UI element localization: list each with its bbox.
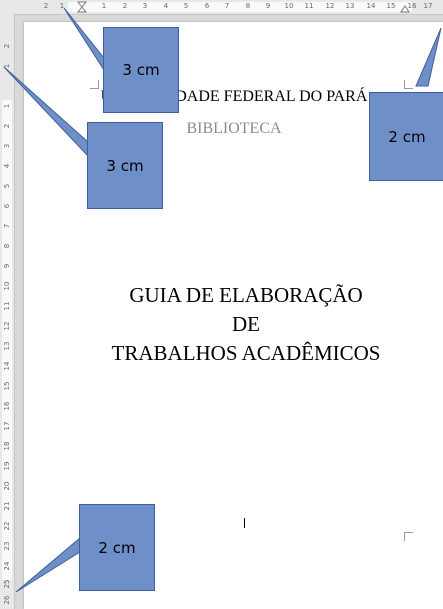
ruler-label: 11 <box>3 301 11 311</box>
ruler-label: 1 <box>3 63 11 69</box>
ruler-label: 5 <box>3 183 11 189</box>
ruler-label: 19 <box>3 461 11 471</box>
ruler-label: 2 <box>43 2 49 10</box>
ruler-label: 13 <box>345 2 355 10</box>
ruler-label: 1 <box>101 2 107 10</box>
ruler-label: 14 <box>3 361 11 371</box>
ruler-label: 2 <box>122 2 128 10</box>
top-margin-callout: 3 cm <box>103 27 179 113</box>
library-heading: BIBLIOTECA <box>186 120 282 137</box>
ruler-label: 4 <box>3 163 11 169</box>
ruler-label: 26 <box>3 595 11 605</box>
bottom-margin-callout: 2 cm <box>79 504 155 591</box>
ruler-label: 15 <box>3 381 11 391</box>
horizontal-ruler[interactable]: 2 1 1 2 3 4 5 6 7 8 9 10 11 12 13 14 15 … <box>0 0 443 15</box>
ruler-label: 18 <box>3 441 11 451</box>
ruler-label: 23 <box>3 541 11 551</box>
ruler-label: 13 <box>3 341 11 351</box>
ruler-label: 10 <box>3 281 11 291</box>
ruler-label: 6 <box>3 203 11 209</box>
margin-corner-mark <box>404 532 413 541</box>
ruler-label: 17 <box>423 2 433 10</box>
ruler-label: 22 <box>3 521 11 531</box>
ruler-label: 1 <box>3 103 11 109</box>
ruler-label: 24 <box>3 561 11 571</box>
margin-corner-mark <box>404 80 413 89</box>
ruler-label: 12 <box>3 321 11 331</box>
ruler-label: 12 <box>325 2 335 10</box>
ruler-label: 20 <box>3 481 11 491</box>
ruler-label: 6 <box>204 2 210 10</box>
ruler-label: 7 <box>3 223 11 229</box>
ruler-label: 14 <box>366 2 376 10</box>
title-line: DE <box>232 312 260 336</box>
right-margin-callout: 2 cm <box>369 92 443 181</box>
ruler-label: 17 <box>3 421 11 431</box>
ruler-active-area <box>2 100 12 580</box>
ruler-label: 21 <box>3 501 11 511</box>
ruler-label: 5 <box>183 2 189 10</box>
title-line: TRABALHOS ACADÊMICOS <box>111 341 381 365</box>
ruler-label: 16 <box>407 2 417 10</box>
ruler-label: 9 <box>3 263 11 269</box>
ruler-label: 2 <box>3 43 11 49</box>
margin-corner-mark <box>90 80 99 89</box>
text-cursor <box>244 518 245 528</box>
indent-marker-icon[interactable] <box>77 1 87 13</box>
ruler-label: 25 <box>3 579 11 589</box>
ruler-label: 7 <box>224 2 230 10</box>
ruler-label: 4 <box>163 2 169 10</box>
title-line: GUIA DE ELABORAÇÃO <box>129 283 363 307</box>
ruler-label: 10 <box>284 2 294 10</box>
ruler-label: 3 <box>142 2 148 10</box>
ruler-label: 11 <box>304 2 314 10</box>
ruler-label: 8 <box>3 243 11 249</box>
ruler-active-area <box>68 2 412 12</box>
left-margin-callout: 3 cm <box>87 122 163 209</box>
ruler-label: 9 <box>265 2 271 10</box>
ruler-label: 2 <box>3 123 11 129</box>
vertical-ruler[interactable]: 2 1 1 2 3 4 5 6 7 8 9 10 11 12 13 14 15 … <box>0 14 15 609</box>
ruler-label: 15 <box>386 2 396 10</box>
ruler-label: 1 <box>59 2 65 10</box>
ruler-label: 8 <box>245 2 251 10</box>
right-indent-marker-icon[interactable] <box>400 4 410 13</box>
ruler-label: 16 <box>3 401 11 411</box>
ruler-label: 3 <box>3 143 11 149</box>
